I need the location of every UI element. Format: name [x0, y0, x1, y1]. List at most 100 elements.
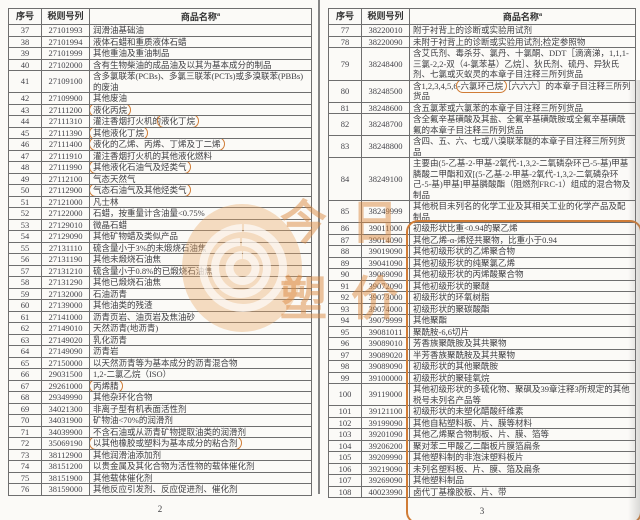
row-product-name: 非离子型有机表面活性剂	[89, 402, 312, 415]
row-serial: 56	[8, 253, 42, 266]
table-row: 85 38249999 其他税目未列名的化学工业及其相关工业的化学产品及配制品	[328, 200, 636, 223]
row-serial: 67	[8, 379, 42, 392]
row-serial: 89	[328, 256, 362, 269]
table-row: 44 27111310 灌注香烟打火机的液化丁烷	[8, 115, 312, 128]
row-tariff-code: 39069090	[361, 268, 410, 281]
row-tariff-code: 39219090	[361, 462, 410, 475]
row-serial: 106	[328, 462, 362, 475]
row-product-name: 灌注香烟打火机的其他液化燃料	[89, 149, 312, 162]
row-product-name: 乳化沥青	[89, 333, 312, 346]
row-serial: 80	[328, 79, 362, 103]
row-product-name: 其他聚酯	[409, 314, 636, 327]
row-tariff-code: 38248500	[361, 79, 410, 103]
row-tariff-code: 27131110	[41, 241, 90, 254]
row-product-name: 含全氟辛基磺酸及其盐、全氟辛基磺酰胺或全氟辛基磺酰氟的本章子目注释三所列货品	[409, 113, 636, 136]
row-serial: 59	[8, 287, 42, 300]
row-product-name: 以其他橡胶或塑料为基本成分的粘合剂	[89, 437, 312, 450]
row-serial: 64	[8, 345, 42, 358]
row-tariff-code: 27129090	[41, 230, 90, 243]
row-tariff-code: 34031900	[41, 414, 90, 427]
row-serial: 88	[328, 245, 362, 258]
row-tariff-code: 27101993	[41, 24, 90, 37]
row-serial: 37	[8, 24, 42, 37]
table-row: 38 27101994 液体石蜡和重质液体石蜡	[8, 35, 312, 48]
row-serial: 84	[328, 157, 362, 201]
row-serial: 72	[8, 437, 42, 450]
row-tariff-code: 27111200	[41, 103, 90, 116]
row-serial: 82	[328, 113, 362, 136]
row-product-name: 卤代丁基橡胶板、片、带	[409, 485, 636, 498]
row-tariff-code: 27141000	[41, 310, 90, 323]
row-serial: 78	[328, 35, 362, 48]
row-serial: 48	[8, 161, 42, 174]
table-row: 88 39019090 其他初级形状的乙烯聚合物	[328, 245, 636, 258]
row-tariff-code: 39089020	[361, 348, 410, 361]
table-row: 87 39014090 其他乙烯-α-烯烃共聚物，比重小于0.94	[328, 233, 636, 246]
table-row: 50 27112900 气态石油气及其他烃类气	[8, 184, 312, 197]
row-product-name: 其他初级形状的多硫化物、聚砜及39章注释3所规定的其他税号未列名产品等	[409, 383, 636, 406]
row-serial: 75	[8, 471, 42, 484]
row-tariff-code: 38248400	[361, 47, 410, 81]
row-tariff-code: 39201090	[361, 428, 410, 441]
row-tariff-code: 38151900	[41, 471, 90, 484]
row-serial: 46	[8, 138, 42, 151]
column-header-1: 税则号列	[41, 8, 90, 25]
row-tariff-code: 39041090	[361, 256, 410, 269]
row-serial: 61	[8, 310, 42, 323]
table-row: 64 27149090 沥青岩	[8, 345, 312, 358]
table-row: 95 39081011 聚酰胺-6,6切片	[328, 325, 636, 338]
row-serial: 103	[328, 428, 362, 441]
table-row: 54 27129090 其他矿物蜡及类似产品	[8, 230, 312, 243]
row-tariff-code: 27102000	[41, 58, 90, 71]
table-row: 92 39073000 初级形状的环氧树脂	[328, 291, 636, 304]
row-product-name: 其他塑料制的非泡沫塑料板片	[409, 451, 636, 464]
row-tariff-code: 29261000	[41, 379, 90, 392]
row-serial: 83	[328, 135, 362, 158]
table-row: 40 27102000 含有生物柴油的成品油及以其为基本成分的制品	[8, 58, 312, 71]
annotation-circle: 液化丙烷	[93, 104, 128, 115]
table-row: 105 39209990 其他塑料制的非泡沫塑料板片	[328, 451, 636, 464]
row-serial: 41	[8, 70, 42, 93]
header-row: 序号 税则号列 商品名称a	[328, 8, 636, 25]
table-row: 43 27111200 液化丙烷	[8, 103, 312, 116]
row-product-name: 凡士林	[89, 195, 312, 208]
row-product-name: 液体石蜡和重质液体石蜡	[89, 35, 312, 48]
table-row: 79 38248400 含艾氏剂、毒杀芬、氯丹、十氯酮、DDT［滴滴涕，1,1,1-…	[328, 47, 636, 81]
row-tariff-code: 27109900	[41, 92, 90, 105]
row-product-name: 天然沥青(地沥青)	[89, 322, 312, 335]
row-tariff-code: 27131290	[41, 276, 90, 289]
row-product-name: 润滑油基础油	[89, 24, 312, 37]
row-serial: 40	[8, 58, 42, 71]
row-serial: 76	[8, 483, 42, 496]
annotation-circle: 液化的乙烯、丙烯、丁烯及丁二烯	[93, 139, 221, 149]
row-tariff-code: 27109100	[41, 70, 90, 93]
table-row: 57 27131210 硫含量小于0.8%的已煅烧石油焦	[8, 264, 312, 277]
row-serial: 53	[8, 218, 42, 231]
row-tariff-code: 27131190	[41, 253, 90, 266]
right-page: 序号 税则号列 商品名称a 77 38220010 附于衬背上的诊断或实验用试剂 78 382…	[328, 8, 640, 520]
row-serial: 94	[328, 314, 362, 327]
table-row: 91 39072090 其他初级形状的聚醚	[328, 279, 636, 292]
table-row: 67 29261000 丙烯腈	[8, 379, 312, 392]
table-row: 100 39119000 其他初级形状的多硫化物、聚砜及39章注释3所规定的其他税号…	[328, 383, 636, 406]
row-tariff-code: 39079999	[361, 314, 410, 327]
row-serial: 74	[8, 460, 42, 473]
table-row: 106 39219090 未列名塑料板、片、膜、箔及扁条	[328, 462, 636, 475]
row-product-name: 聚酰胺-6,6切片	[409, 325, 636, 338]
table-row: 51 27121000 凡士林	[8, 195, 312, 208]
row-product-name: 矿物油<70%的润滑剂	[89, 414, 312, 427]
row-product-name: 未附于衬背上的诊断或实验用试剂;检定参照物	[409, 35, 636, 48]
table-row: 81 38248600 含五氯苯或六氯苯的本章子目注释三所列货品	[328, 101, 636, 114]
row-product-name: 其他已煅烧石油焦	[89, 276, 312, 289]
row-product-name: 不含石油或从沥青矿物提取油类的润滑剂	[89, 425, 312, 438]
table-row: 52 27122000 石蜡，按重量计含油量<0.75%	[8, 207, 312, 220]
row-serial: 54	[8, 230, 42, 243]
annotation-circle: 六氯环己烷	[460, 80, 503, 91]
row-tariff-code: 38248700	[361, 113, 410, 136]
header-row: 序号 税则号列 商品名称a	[8, 8, 312, 25]
row-tariff-code: 27150000	[41, 356, 90, 369]
row-tariff-code: 27121000	[41, 195, 90, 208]
table-row: 104 39206200 聚对苯二甲酸乙二酯板片膜箔扁条	[328, 439, 636, 452]
row-product-name: 其他初级形状的丙烯酸聚合物	[409, 268, 636, 281]
row-product-name: 附于衬背上的诊断或实验用试剂	[409, 24, 636, 37]
